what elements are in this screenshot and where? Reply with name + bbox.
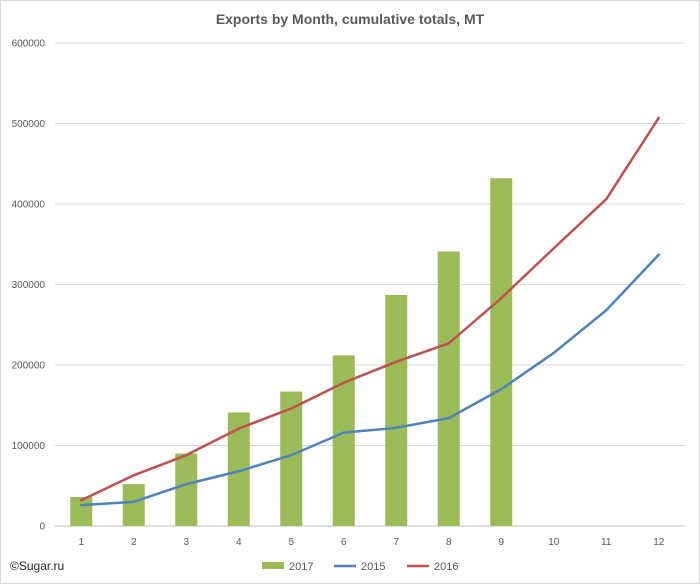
x-tick-label: 6 [341, 537, 347, 548]
line-2015 [80, 253, 660, 507]
x-tick-label: 11 [601, 537, 612, 548]
x-tick-label: 9 [498, 537, 504, 548]
y-tick-label: 0 [39, 522, 45, 533]
y-tick-label: 100000 [12, 441, 46, 452]
bar-2017 [385, 294, 408, 526]
x-tick-label: 1 [78, 537, 84, 548]
x-tick-label: 4 [236, 537, 242, 548]
bar-2017 [122, 484, 145, 526]
y-axis-ticks: 0 100000 200000 300000 400000 500000 600000 [12, 39, 46, 533]
legend-label-2015: 2015 [361, 561, 385, 573]
y-tick-label: 600000 [12, 39, 46, 50]
x-tick-label: 2 [131, 537, 137, 548]
legend: 2017 2015 2016 [262, 561, 458, 573]
chart-title: Exports by Month, cumulative totals, MT [215, 11, 485, 27]
y-tick-label: 200000 [12, 361, 46, 372]
y-tick-label: 500000 [12, 119, 46, 130]
legend-label-2016: 2016 [434, 561, 458, 573]
x-tick-label: 8 [446, 537, 452, 548]
line-2016 [80, 116, 660, 502]
x-tick-label: 10 [548, 537, 560, 548]
y-tick-label: 400000 [12, 200, 46, 211]
x-tick-label: 3 [183, 537, 189, 548]
legend-label-2017: 2017 [289, 561, 313, 573]
bar-2017 [175, 453, 198, 526]
x-tick-label: 7 [393, 537, 399, 548]
copyright-text: ©Sugar.ru [10, 559, 65, 573]
bar-2017 [490, 178, 513, 527]
x-tick-label: 5 [288, 537, 294, 548]
x-axis-ticks: 1 2 3 4 5 6 7 8 9 10 11 12 [78, 537, 664, 548]
y-tick-label: 300000 [12, 280, 46, 291]
line-series [80, 116, 660, 507]
x-tick-label: 12 [653, 537, 665, 548]
legend-swatch-2017 [262, 562, 284, 569]
bar-2017 [437, 251, 460, 526]
bar-2017 [280, 391, 303, 526]
bar-2017 [332, 355, 355, 526]
bar-2017 [227, 412, 250, 526]
gridlines [55, 42, 685, 527]
